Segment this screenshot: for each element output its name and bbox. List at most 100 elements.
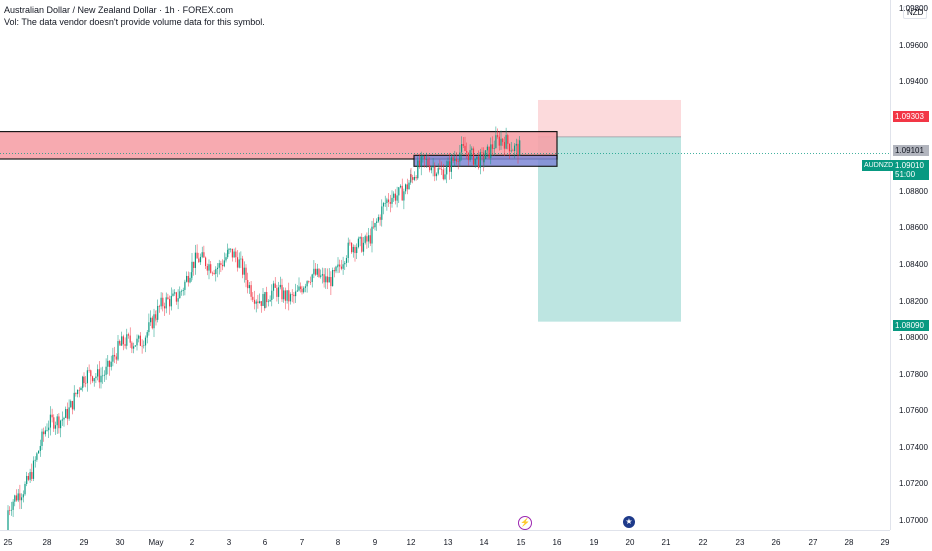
candle-up (14, 495, 16, 502)
candle-up (493, 147, 495, 149)
candle-up (362, 242, 365, 252)
candle-down (373, 226, 375, 228)
candle-down (88, 370, 90, 371)
candle-up (68, 407, 70, 419)
candle-down (483, 152, 485, 163)
candle-up (295, 291, 297, 297)
candle-up (248, 285, 250, 289)
candle-up (105, 366, 107, 375)
candle-down (379, 217, 381, 220)
candle-down (503, 142, 505, 149)
time-tick: 8 (335, 538, 341, 547)
candle-up (447, 161, 449, 166)
candle-up (70, 401, 72, 408)
candle-down (366, 236, 368, 242)
candle-up (371, 226, 373, 244)
current-price-label: 1.09010 51:00 (893, 160, 929, 180)
candle-up (393, 193, 395, 198)
candle-down (349, 242, 351, 244)
candle-down (497, 135, 499, 137)
candle-down (410, 174, 412, 178)
price-tick: 1.07200 (899, 479, 928, 489)
price-chart[interactable] (0, 0, 890, 530)
take-profit-zone (538, 136, 681, 322)
candle-down (203, 252, 205, 258)
candle-up (134, 345, 136, 347)
candle-up (485, 150, 487, 160)
candle-up (199, 256, 202, 263)
candle-up (61, 419, 63, 421)
candle-down (326, 276, 329, 283)
candle-up (377, 217, 379, 222)
candle-up (225, 257, 227, 261)
current-price-value: 1.09010 (895, 161, 924, 170)
candle-down (158, 305, 160, 307)
candle-up (49, 414, 51, 428)
candle-down (78, 389, 80, 391)
candle-up (160, 297, 162, 307)
candle-down (354, 246, 356, 254)
candle-up (454, 158, 456, 161)
price-tick: 1.08600 (899, 223, 928, 233)
candle-up (12, 501, 14, 510)
price-axis[interactable]: NZD 1.098001.096001.094001.092001.088001… (890, 0, 932, 530)
candle-down (163, 306, 166, 309)
currency-badge[interactable]: NZD (903, 6, 928, 19)
candle-down (467, 152, 469, 161)
candle-down (369, 235, 371, 244)
candle-up (444, 174, 446, 180)
time-tick: 28 (42, 538, 52, 547)
candle-down (274, 283, 276, 288)
candle-up (490, 144, 492, 158)
time-tick: 25 (3, 538, 13, 547)
candle-up (34, 459, 36, 461)
candle-down (43, 431, 45, 435)
lightning-icon[interactable]: ⚡ (518, 516, 532, 530)
candle-down (220, 263, 222, 265)
candle-up (36, 453, 38, 460)
time-tick: 7 (299, 538, 305, 547)
australia-flag-icon[interactable]: ★ (623, 516, 635, 528)
candle-up (262, 294, 264, 306)
candle-up (189, 277, 191, 283)
volume-note: Vol: The data vendor doesn't provide vol… (4, 17, 265, 27)
candle-up (215, 269, 217, 274)
candle-up (93, 378, 95, 382)
candle-up (469, 150, 471, 161)
price-tick: 1.09600 (899, 40, 928, 50)
time-tick: 16 (552, 538, 562, 547)
time-tick: 6 (262, 538, 268, 547)
time-axis[interactable]: 25 28 29 30 May 2 3 6 7 8 9 12 13 14 15 16 19 20 21 22 23 26 2… (0, 530, 890, 551)
candle-up (399, 185, 402, 188)
candle-down (281, 284, 283, 300)
candle-down (193, 261, 195, 268)
time-tick: 29 (880, 538, 890, 547)
candle-up (515, 143, 517, 146)
candle-down (236, 257, 239, 268)
candle-down (151, 317, 153, 329)
candle-down (389, 202, 391, 204)
candle-down (427, 159, 429, 166)
candle-up (143, 345, 145, 347)
candle-down (83, 376, 85, 383)
candle-up (136, 338, 138, 346)
candle-up (38, 450, 40, 454)
candle-up (364, 236, 366, 243)
candle-down (333, 270, 335, 272)
time-tick: 12 (406, 538, 416, 547)
candle-down (508, 143, 511, 152)
candle-up (514, 145, 516, 151)
price-tick: 1.07000 (899, 515, 928, 525)
candle-down (114, 354, 116, 357)
candle-up (107, 360, 109, 367)
candle-up (56, 416, 58, 426)
candle-up (479, 152, 481, 168)
candle-down (351, 243, 353, 253)
candle-down (19, 493, 21, 501)
stop-price-label: 1.09303 (893, 111, 929, 122)
candle-down (257, 301, 259, 303)
candle-up (148, 322, 150, 333)
candle-down (71, 401, 74, 410)
candle-up (243, 267, 245, 275)
